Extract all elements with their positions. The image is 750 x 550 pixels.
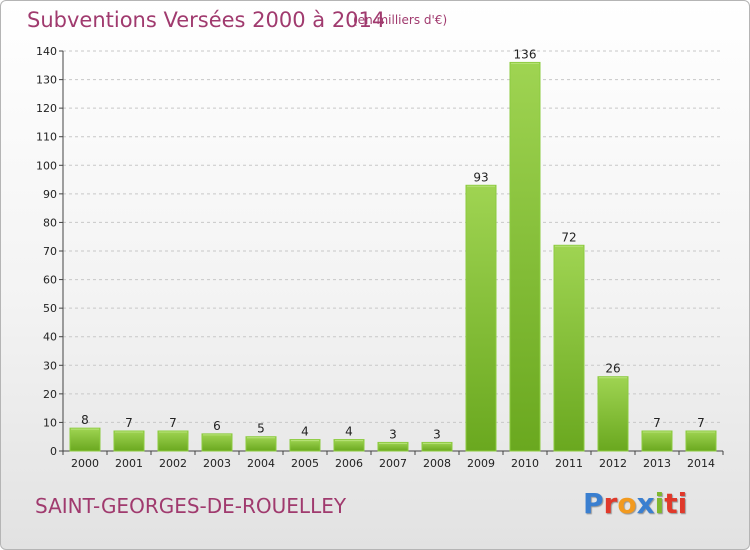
value-label-2005: 4 (301, 425, 309, 439)
logo-letter: i (677, 487, 688, 520)
value-label-2002: 7 (169, 416, 177, 430)
logo-letter: x (636, 487, 655, 520)
commune-name: SAINT-GEORGES-DE-ROUELLEY (35, 494, 347, 518)
chart-title: Subventions Versées 2000 à 2014 (27, 8, 386, 32)
y-tick-label: 120 (36, 102, 57, 115)
logo-letter: P (583, 487, 604, 520)
value-label-2000: 8 (81, 413, 89, 427)
logo-letter: o (617, 487, 637, 520)
y-tick-label: 30 (43, 359, 57, 372)
x-tick-label-2001: 2001 (115, 457, 143, 470)
y-tick-label: 80 (43, 216, 57, 229)
proxiti-logo[interactable]: Proxiti (583, 487, 687, 520)
y-tick-label: 110 (36, 131, 57, 144)
chart-subtitle: (en milliers d'€) (353, 13, 448, 27)
y-tick-label: 40 (43, 331, 57, 344)
bar-2001[interactable] (113, 430, 145, 452)
bar-2002[interactable] (157, 430, 189, 452)
labels: 0 10 20 30 40 50 60 70 80 90 100 110 120 130 140 8 2000 7… (36, 45, 715, 470)
y-tick-label: 50 (43, 302, 57, 315)
bars (69, 61, 717, 452)
bar-2008[interactable] (421, 441, 453, 452)
y-tick-label: 60 (43, 274, 57, 287)
y-tick-label: 140 (36, 45, 57, 58)
value-label-2004: 5 (257, 422, 265, 436)
x-tick-label-2002: 2002 (159, 457, 187, 470)
value-label-2009: 93 (473, 170, 488, 184)
x-tick-label-2013: 2013 (643, 457, 671, 470)
y-tick-label: 10 (43, 416, 57, 429)
value-label-2008: 3 (433, 427, 441, 441)
bar-2006[interactable] (333, 439, 365, 452)
y-tick-label: 20 (43, 388, 57, 401)
value-label-2012: 26 (605, 362, 620, 376)
x-tick-label-2004: 2004 (247, 457, 275, 470)
bar-2012[interactable] (597, 376, 629, 452)
value-label-2006: 4 (345, 425, 353, 439)
bar-2004[interactable] (245, 436, 277, 452)
bar-2005[interactable] (289, 439, 321, 452)
bar-2003[interactable] (201, 433, 233, 452)
value-label-2001: 7 (125, 416, 133, 430)
bar-2010[interactable] (509, 61, 541, 452)
bar-2013[interactable] (641, 430, 673, 452)
y-tick-label: 0 (50, 445, 57, 458)
x-tick-label-2007: 2007 (379, 457, 407, 470)
x-tick-label-2012: 2012 (599, 457, 627, 470)
y-tick-label: 100 (36, 159, 57, 172)
bar-2011[interactable] (553, 244, 585, 452)
y-tick-label: 130 (36, 74, 57, 87)
value-label-2014: 7 (697, 416, 705, 430)
logo-letter: i (654, 487, 665, 520)
logo-letter: t (664, 487, 678, 520)
bar-2014[interactable] (685, 430, 717, 452)
x-tick-label-2005: 2005 (291, 457, 319, 470)
x-tick-label-2010: 2010 (511, 457, 539, 470)
y-tick-label: 90 (43, 188, 57, 201)
bar-2000[interactable] (69, 427, 101, 452)
bar-2009[interactable] (465, 184, 497, 452)
value-label-2010: 136 (514, 47, 537, 61)
value-label-2007: 3 (389, 427, 397, 441)
x-tick-label-2011: 2011 (555, 457, 583, 470)
value-label-2013: 7 (653, 416, 661, 430)
bar-2007[interactable] (377, 441, 409, 452)
x-tick-label-2003: 2003 (203, 457, 231, 470)
x-tick-label-2000: 2000 (71, 457, 99, 470)
y-tick-label: 70 (43, 245, 57, 258)
grid-lines (63, 50, 723, 423)
value-label-2003: 6 (213, 419, 221, 433)
x-tick-label-2014: 2014 (687, 457, 715, 470)
x-tick-label-2008: 2008 (423, 457, 451, 470)
value-label-2011: 72 (561, 230, 576, 244)
x-tick-label-2006: 2006 (335, 457, 363, 470)
logo-letter: r (603, 487, 618, 520)
x-tick-label-2009: 2009 (467, 457, 495, 470)
